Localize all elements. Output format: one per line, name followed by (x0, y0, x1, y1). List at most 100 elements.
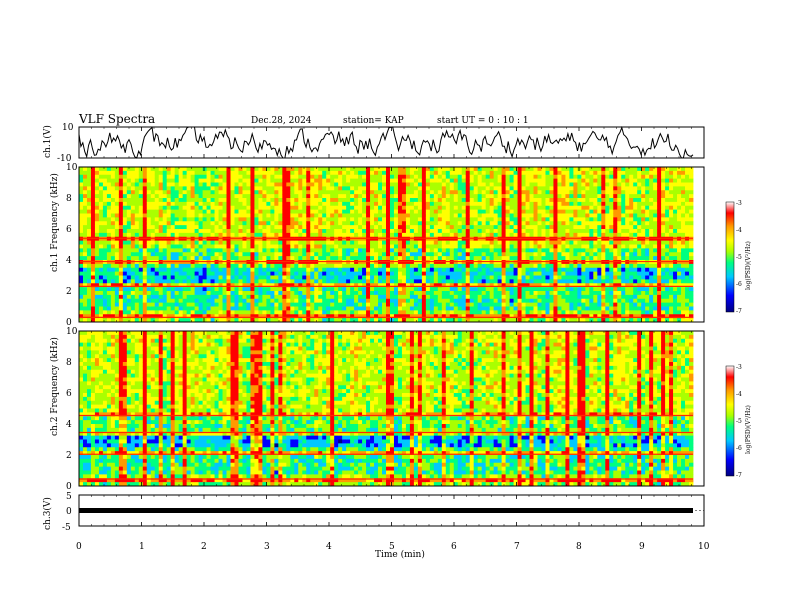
spectrogram-cell (278, 232, 283, 238)
spectrogram-cell (374, 267, 379, 273)
spectrogram-cell (437, 201, 443, 207)
spectrogram-cell (174, 248, 180, 253)
spectrogram-cell (214, 256, 219, 261)
spectrogram-cell (242, 314, 247, 319)
spectrogram-cell (218, 271, 223, 276)
spectrogram-cell (82, 275, 88, 280)
spectrogram-cell (461, 217, 467, 222)
spectrogram-cell (274, 190, 279, 195)
spectrogram-cell (453, 294, 459, 300)
spectrogram-cell (493, 252, 499, 257)
spectrogram-cell (190, 201, 196, 207)
spectrogram-cell (477, 310, 483, 315)
spectrogram-cell (481, 221, 487, 226)
spectrogram-cell (150, 198, 156, 203)
spectrogram-cell (517, 213, 522, 218)
spectrogram-cell (318, 174, 323, 180)
spectrogram-cell (461, 306, 467, 311)
spectrogram-cell (258, 256, 263, 261)
spectrogram-cell (485, 209, 491, 214)
spectrogram-cell (417, 198, 423, 203)
spectrogram-cell (326, 178, 331, 183)
spectrogram-cell (82, 294, 88, 300)
spectrogram-cell (505, 174, 510, 180)
spectrogram-cell (322, 178, 327, 183)
spectrogram-cell (82, 205, 88, 211)
spectrogram-cell (198, 190, 203, 195)
spectrogram-cell (409, 167, 415, 172)
spectrogram-cell (254, 256, 259, 261)
spectrogram-cell (162, 298, 168, 304)
spectrogram-cell (82, 314, 88, 319)
spectrogram-cell (393, 287, 399, 292)
spectrogram-cell (549, 174, 554, 180)
spectrogram-cell (393, 298, 399, 304)
spectrogram-cell (382, 275, 387, 280)
spectrogram-cell (146, 271, 152, 276)
spectrogram-cell (82, 178, 88, 183)
spectrogram-cell (94, 314, 100, 319)
spectrogram-cell (278, 263, 283, 269)
spectrogram-cell (322, 298, 327, 304)
spectrogram-cell (338, 229, 343, 234)
spectrogram-cell (210, 291, 215, 296)
spectrogram-cell (326, 267, 331, 273)
spectrogram-cell (326, 182, 331, 187)
spectrogram-cell (541, 240, 546, 245)
spectrogram-cell (286, 248, 291, 253)
spectrogram-cell (218, 240, 223, 245)
spectrogram-cell (378, 170, 383, 176)
spectrogram-cell (294, 287, 299, 292)
spectrogram-cell (318, 267, 323, 273)
spectrogram-cell (130, 275, 136, 280)
spectrogram-cell (537, 229, 542, 234)
spectrogram-cell (130, 263, 136, 269)
spectrogram-cell (425, 209, 431, 214)
spectrogram-cell (118, 186, 124, 191)
spectrogram-cell (505, 275, 510, 280)
spectrogram-cell (154, 217, 160, 222)
spectrogram-cell (397, 306, 403, 311)
spectrogram-cell (417, 252, 423, 257)
spectrogram-cell (130, 198, 136, 203)
spectrogram-cell (198, 244, 203, 249)
spectrogram-cell (362, 310, 367, 315)
spectrogram-cell (138, 244, 144, 249)
spectrogram-cell (557, 205, 562, 211)
spectrogram-cell (242, 279, 247, 284)
spectrogram-cell (282, 240, 287, 245)
spectrogram-cell (270, 167, 275, 172)
spectrogram-cell (569, 267, 574, 273)
spectrogram-cell (425, 310, 431, 315)
spectrogram-cell (509, 263, 514, 269)
spectrogram-cell (386, 225, 391, 230)
spectrogram-cell (334, 302, 339, 307)
spectrogram-cell (118, 232, 124, 238)
spectrogram-cell (158, 201, 164, 207)
spectrogram-cell (489, 310, 495, 315)
spectrogram-cell (182, 209, 188, 214)
spectrogram-cell (162, 221, 168, 226)
spectrogram-cell (142, 174, 148, 180)
spectrogram-cell (166, 256, 172, 261)
spectrogram-cell (505, 240, 510, 245)
spectrogram-cell (122, 205, 128, 211)
spectrogram-cell (246, 302, 251, 307)
spectrogram-cell (449, 182, 455, 187)
spectrogram-cell (158, 194, 164, 199)
spectrogram-cell (533, 205, 538, 211)
spectrogram-cell (569, 213, 574, 218)
spectrogram-cell (378, 209, 383, 214)
spectrogram-cell (166, 310, 172, 315)
spectrogram-cell (294, 178, 299, 183)
spectrogram-cell (302, 271, 307, 276)
spectrogram-cell (509, 310, 514, 315)
spectrogram-cell (569, 298, 574, 304)
spectrogram-cell (573, 232, 578, 238)
spectrogram-cell (477, 174, 483, 180)
spectrogram-cell (290, 256, 295, 261)
spectrogram-cell (274, 209, 279, 214)
spectrogram-cell (118, 213, 124, 218)
spectrogram-cell (326, 244, 331, 249)
spectrogram-cell (370, 182, 375, 187)
